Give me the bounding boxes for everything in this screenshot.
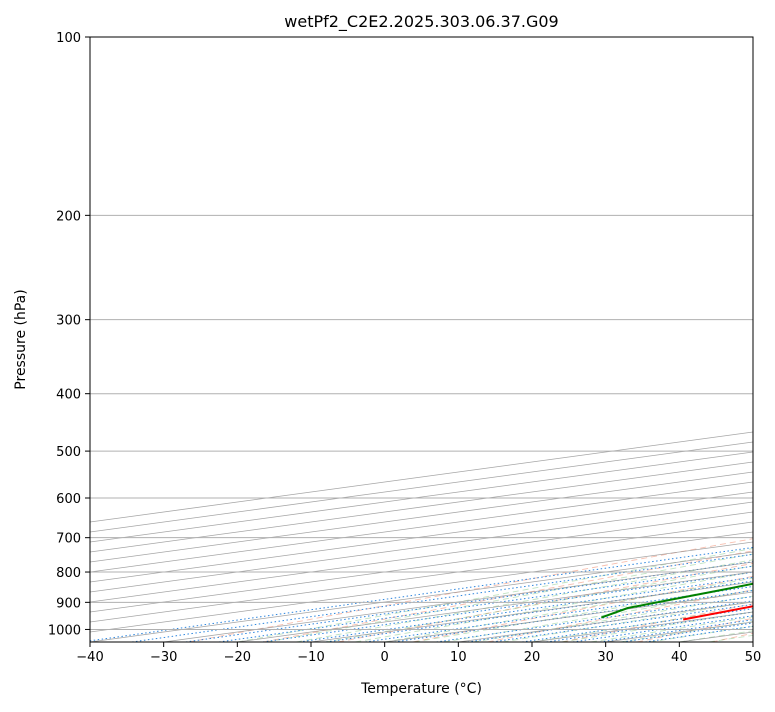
x-axis-label: Temperature (°C) xyxy=(360,681,482,697)
x-tick-label: 10 xyxy=(450,650,467,665)
y-tick-label: 600 xyxy=(56,492,81,507)
y-tick-label: 800 xyxy=(56,566,81,581)
x-tick-label: −30 xyxy=(150,650,177,665)
x-tick-label: 30 xyxy=(597,650,614,665)
x-tick-label: −40 xyxy=(76,650,103,665)
x-tick-label: 40 xyxy=(671,650,688,665)
y-tick-label: 400 xyxy=(56,388,81,403)
x-tick-label: 20 xyxy=(524,650,541,665)
x-tick-label: 0 xyxy=(381,650,389,665)
y-tick-label: 700 xyxy=(56,532,81,547)
x-tick-label: 50 xyxy=(745,650,762,665)
y-tick-label: 1000 xyxy=(48,623,81,638)
y-tick-label: 100 xyxy=(56,31,81,46)
y-tick-label: 900 xyxy=(56,596,81,611)
y-axis-label: Pressure (hPa) xyxy=(13,289,29,389)
x-tick-label: −20 xyxy=(224,650,251,665)
y-tick-label: 300 xyxy=(56,314,81,329)
chart-title: wetPf2_C2E2.2025.303.06.37.G09 xyxy=(284,12,558,32)
x-tick-label: −10 xyxy=(297,650,324,665)
y-tick-label: 500 xyxy=(56,445,81,460)
y-tick-label: 200 xyxy=(56,209,81,224)
